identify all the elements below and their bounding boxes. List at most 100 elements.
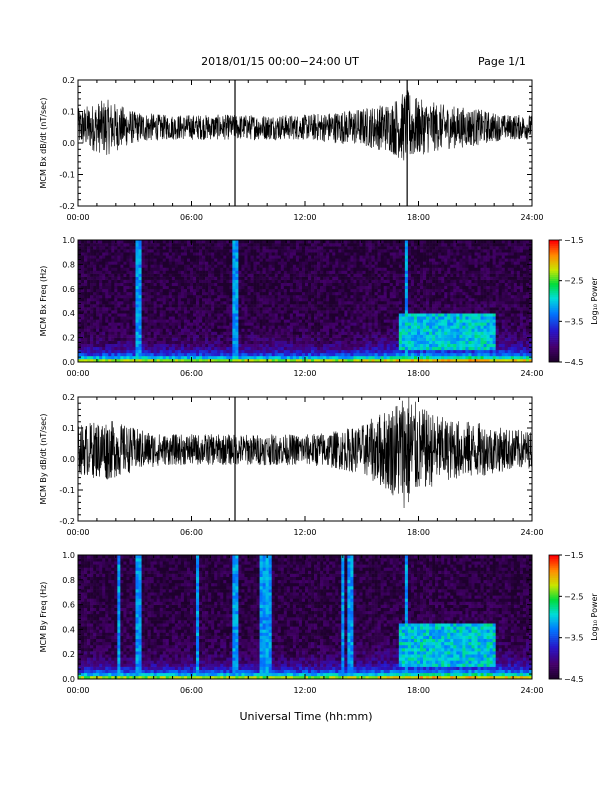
spectrogram-cell <box>144 319 148 323</box>
spectrogram-cell <box>117 246 121 250</box>
spectrogram-cell <box>441 340 445 344</box>
spectrogram-cell <box>368 358 372 363</box>
spectrogram-cell <box>301 301 306 305</box>
spectrogram-cell <box>96 346 100 351</box>
spectrogram-cell <box>429 340 433 344</box>
spectrogram-cell <box>429 307 433 311</box>
spectrogram-cell <box>426 258 430 262</box>
spectrogram-cell <box>438 291 442 296</box>
spectrogram-cell <box>410 334 415 338</box>
spectrogram-cell <box>238 243 242 247</box>
spectrogram-cell <box>186 297 191 302</box>
spectrogram-cell <box>186 276 191 280</box>
spectrogram-cell <box>199 261 203 265</box>
spectrogram-cell <box>135 270 139 274</box>
spectrogram-cell <box>141 304 145 308</box>
spectrogram-cell <box>162 276 167 280</box>
spectrogram-cell <box>383 243 388 247</box>
spectrogram-cell <box>320 267 324 271</box>
spectrogram-cell <box>308 267 312 271</box>
spectrogram-cell <box>253 258 257 262</box>
spectrogram-cell <box>217 331 221 335</box>
spectrogram-cell <box>404 291 409 296</box>
spectrogram-cell <box>268 255 273 259</box>
spectrogram-cell <box>356 285 360 290</box>
spectrogram-cell <box>283 273 288 277</box>
spectrogram-cell <box>162 328 167 332</box>
spectrogram-cell <box>329 246 333 250</box>
spectrogram-cell <box>217 252 221 256</box>
spectrogram-cell <box>350 273 354 277</box>
spectrogram-cell <box>141 337 145 341</box>
spectrogram-cell <box>332 273 336 277</box>
spectrogram-cell <box>253 270 257 274</box>
spectrogram-cell <box>298 258 303 262</box>
spectrogram-cell <box>93 282 97 287</box>
spectrogram-cell <box>271 297 276 302</box>
spectrogram-cell <box>114 267 118 271</box>
spectrogram-cell <box>380 270 384 274</box>
spectrogram-cell <box>283 291 288 296</box>
spectrogram-cell <box>338 346 342 351</box>
spectrogram-cell <box>386 297 391 302</box>
spectrogram-cell <box>323 334 327 338</box>
spectrogram-cell <box>226 337 230 341</box>
spectrogram-cell <box>253 267 257 271</box>
spectrogram-cell <box>153 291 157 296</box>
spectrogram-cell <box>410 313 415 317</box>
spectrogram-cell <box>177 325 182 329</box>
spectrogram-cell <box>208 304 212 308</box>
spectrogram-cell <box>208 255 212 259</box>
spectrogram-cell <box>392 252 397 256</box>
spectrogram-cell <box>280 343 285 348</box>
spectrogram-cell <box>423 352 427 357</box>
spectrogram-cell <box>374 301 378 305</box>
spectrogram-cell <box>223 310 227 314</box>
spectrogram-cell <box>380 297 384 302</box>
spectrogram-cell <box>359 288 363 293</box>
spectrogram-cell <box>93 352 97 357</box>
spectrogram-cell <box>295 297 300 302</box>
spectrogram-cell <box>338 331 342 335</box>
spectrogram-cell <box>271 276 276 280</box>
spectrogram-cell <box>253 240 257 244</box>
spectrogram-cell <box>292 282 297 287</box>
spectrogram-cell <box>232 273 236 277</box>
spectrogram-cell <box>374 331 378 335</box>
spectrogram-cell <box>374 310 378 314</box>
spectrogram-cell <box>208 240 212 244</box>
spectrogram-cell <box>84 334 88 338</box>
spectrogram-cell <box>386 307 391 311</box>
spectrogram-cell <box>229 355 233 360</box>
spectrogram-cell <box>180 288 185 293</box>
spectrogram-cell <box>265 279 269 283</box>
spectrogram-cell <box>150 343 154 348</box>
spectrogram-cell <box>289 313 294 317</box>
spectrogram-cell <box>129 346 133 351</box>
spectrogram-cell <box>238 255 242 259</box>
spectrogram-cell <box>208 288 212 293</box>
spectrogram-cell <box>205 240 209 244</box>
spectrogram-cell <box>159 349 164 354</box>
spectrogram-cell <box>99 261 103 265</box>
spectrogram-cell <box>347 340 351 344</box>
spectrogram-cell <box>332 352 336 357</box>
spectrogram-cell <box>374 337 378 341</box>
spectrogram-cell <box>341 276 345 280</box>
spectrogram-cell <box>262 249 266 253</box>
spectrogram-cell <box>416 249 421 253</box>
spectrogram-cell <box>150 322 154 326</box>
spectrogram-cell <box>344 304 348 308</box>
spectrogram-cell <box>395 355 400 360</box>
spectrogram-cell <box>238 340 242 344</box>
spectrogram-cell <box>150 294 154 299</box>
spectrogram-cell <box>226 285 230 290</box>
spectrogram-cell <box>232 261 236 265</box>
spectrogram-cell <box>374 291 378 296</box>
spectrogram-cell <box>383 270 388 274</box>
spectrogram-cell <box>138 243 142 247</box>
spectrogram-cell <box>229 291 233 296</box>
spectrogram-cell <box>371 270 375 274</box>
spectrogram-cell <box>353 322 357 326</box>
spectrogram-cell <box>120 319 124 323</box>
